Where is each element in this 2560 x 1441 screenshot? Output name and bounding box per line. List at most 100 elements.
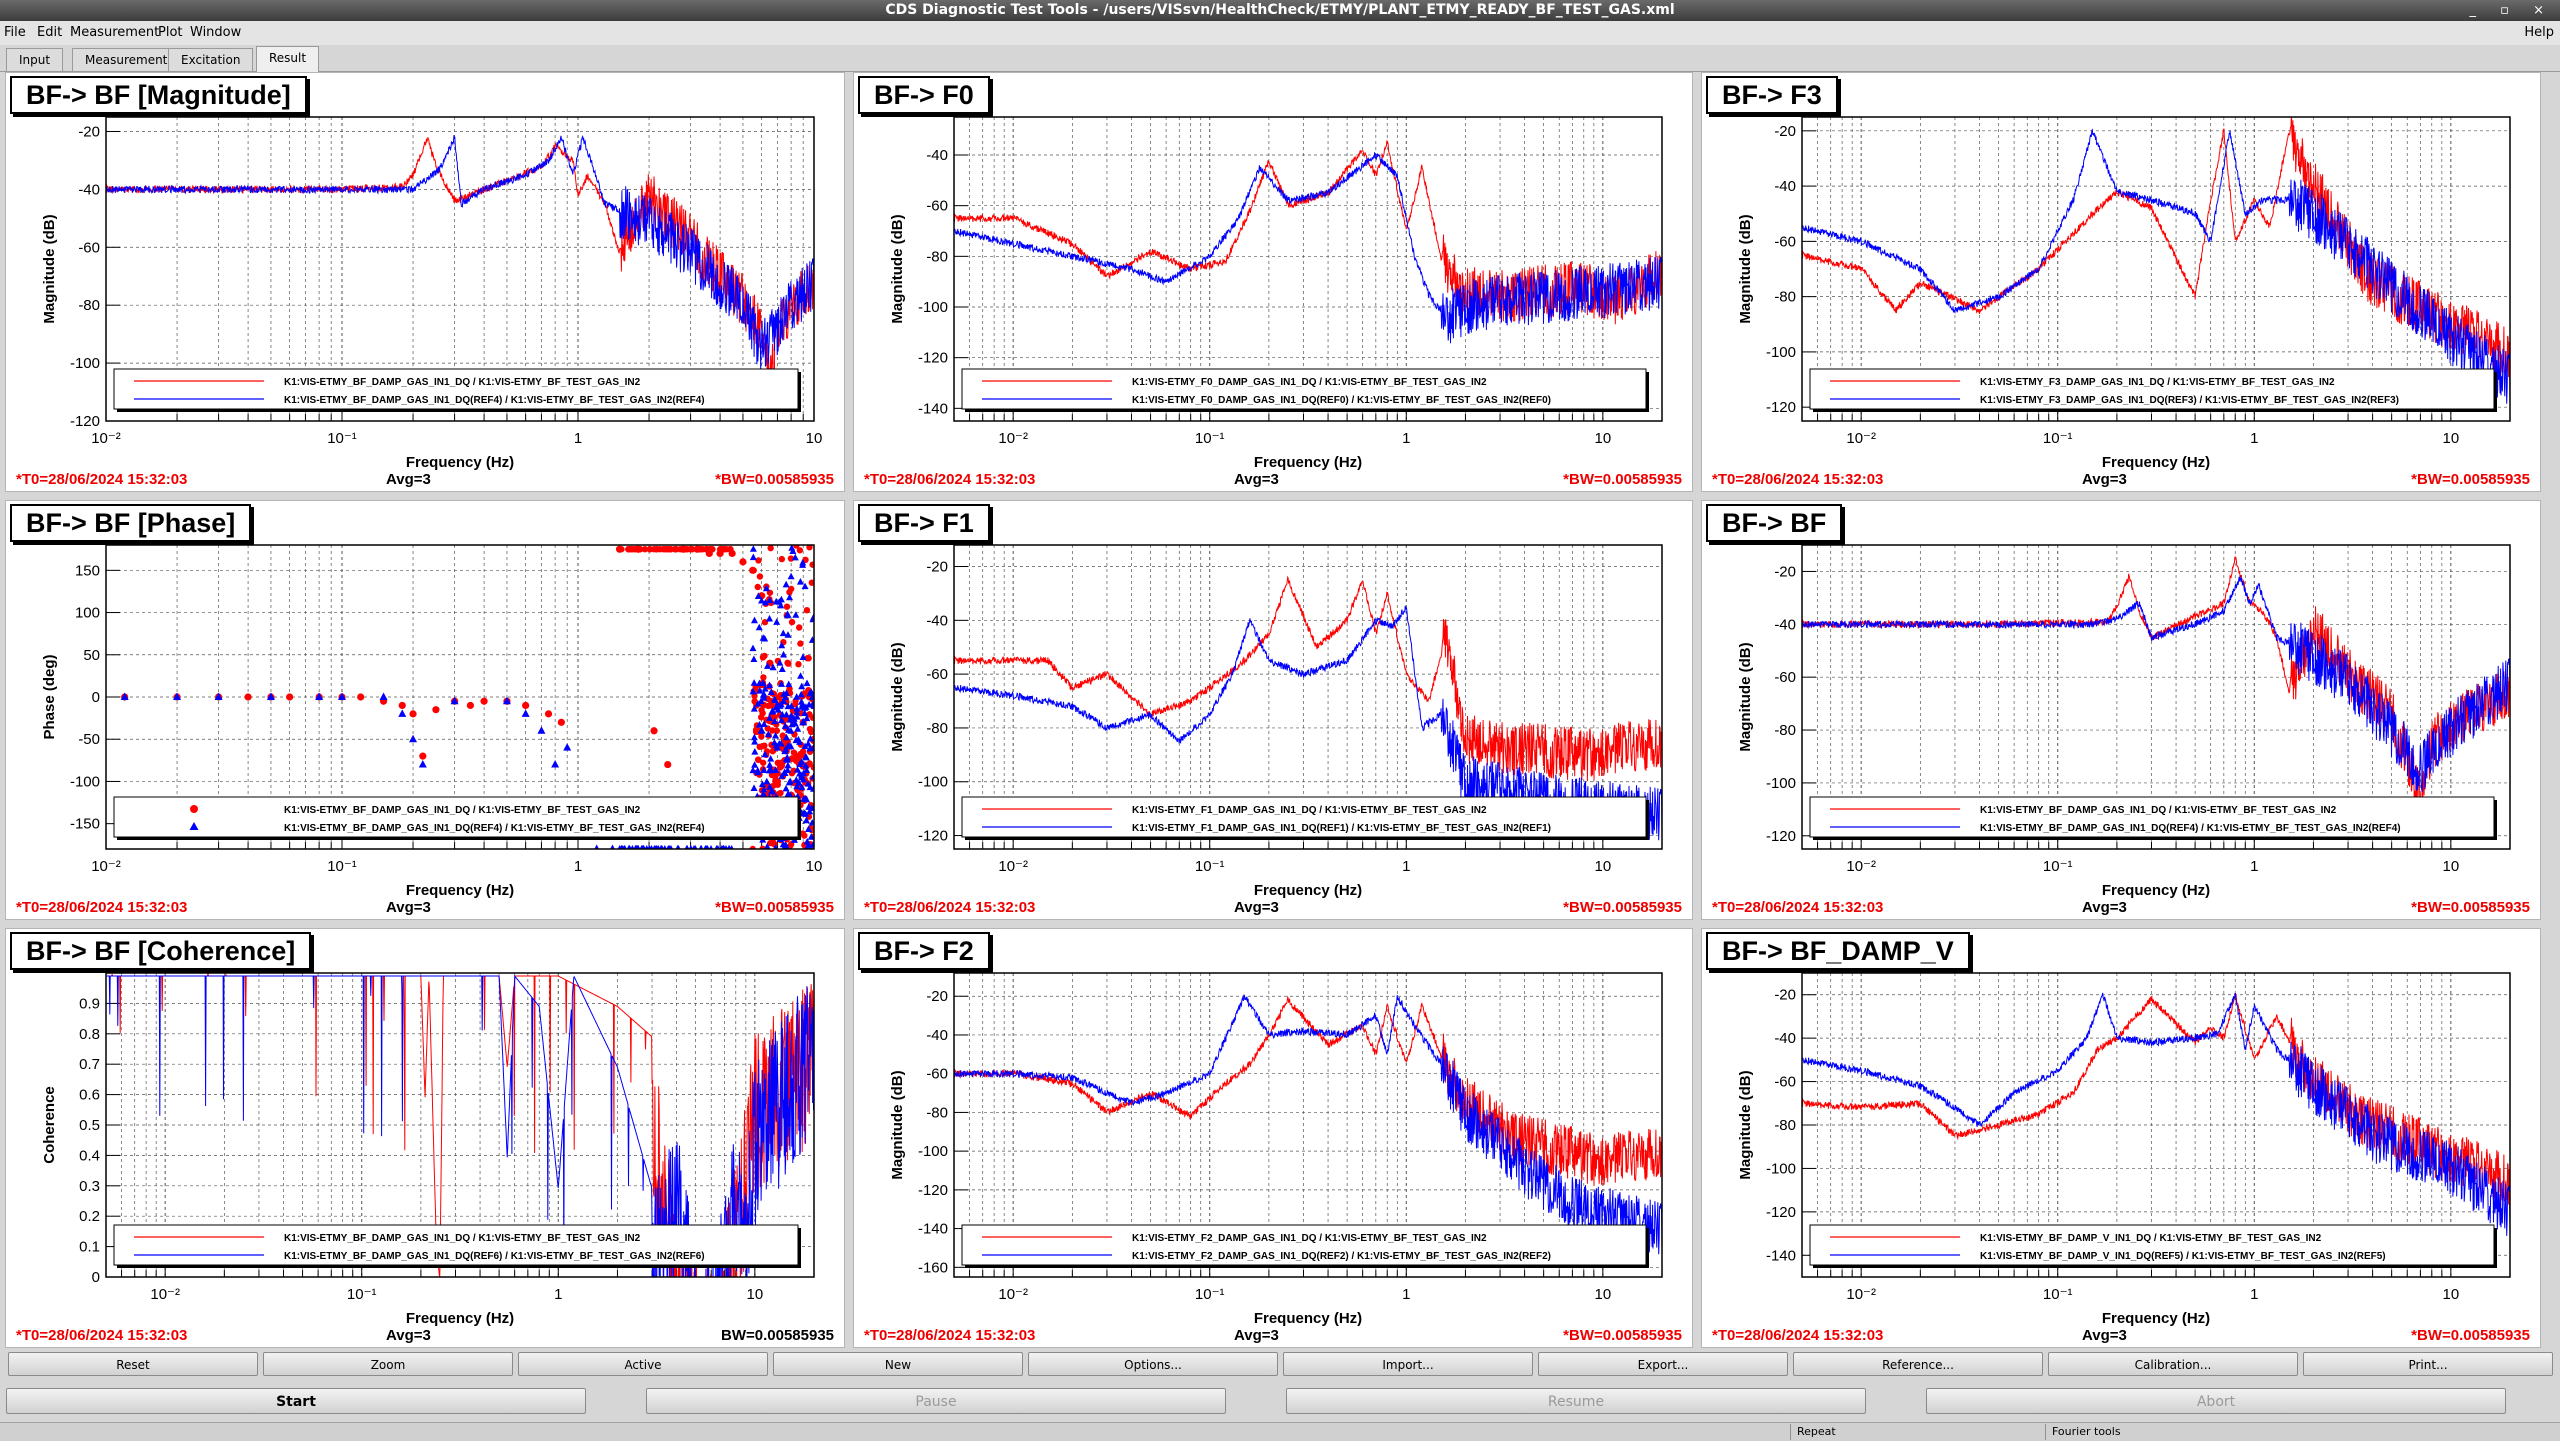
- chart-svg[interactable]: -20 -40 -60 -80 -100 -120 -140 -160 10⁻² 10⁻¹ 1 10 F…: [854, 929, 1694, 1349]
- plot-pane[interactable]: -20 -40 -60 -80 -100 -120 10⁻² 10⁻¹ 1 10 Frequency…: [1701, 72, 2541, 492]
- data-point: [357, 693, 365, 701]
- legend: [1809, 796, 2495, 838]
- abort-button[interactable]: Abort: [1926, 1388, 2506, 1414]
- y-tick-label: -60: [1774, 669, 1796, 686]
- menu-measurement[interactable]: Measurement: [70, 25, 160, 40]
- y-tick-label: 0.1: [79, 1239, 100, 1256]
- import-button[interactable]: Import...: [1283, 1352, 1533, 1376]
- y-axis-label: Magnitude (dB): [1737, 214, 1754, 323]
- data-point: [757, 726, 766, 734]
- y-tick-label: -20: [78, 123, 100, 140]
- tab-result[interactable]: Result: [256, 46, 320, 72]
- legend: [961, 1224, 1647, 1266]
- status-bar: Repeat Fourier tools: [0, 1422, 2560, 1441]
- data-point: [173, 692, 182, 700]
- data-point: [537, 726, 546, 734]
- window-controls[interactable]: _ ▫ ×: [2469, 3, 2554, 18]
- calibration-button[interactable]: Calibration...: [2048, 1352, 2298, 1376]
- legend-entry: K1:VIS-ETMY_F3_DAMP_GAS_IN1_DQ(REF3) / K…: [1980, 395, 2399, 406]
- plot-pane[interactable]: -20 -40 -60 -80 -100 -120 -140 -160 10⁻² 10⁻¹ 1 10 F…: [853, 928, 1693, 1348]
- y-tick-label: -20: [1774, 987, 1796, 1004]
- print-button[interactable]: Print...: [2303, 1352, 2553, 1376]
- plot-pane[interactable]: 150 100 50 0 -50 -100 -150 10⁻² 10⁻¹ 1 10 Frequency…: [5, 500, 845, 920]
- y-axis-label: Magnitude (dB): [1737, 642, 1754, 751]
- y-tick-label: -60: [926, 666, 948, 683]
- y-tick-label: -80: [1774, 1117, 1796, 1134]
- series-line: [954, 575, 1662, 782]
- bandwidth-value: BW=0.00585935: [721, 1327, 834, 1344]
- y-tick-label: -50: [78, 731, 100, 748]
- chart-svg[interactable]: 0.9 0.8 0.7 0.6 0.5 0.4 0.3 0.2 0.1 0 10⁻² 10⁻¹ 1 10 F…: [6, 929, 846, 1349]
- x-tick-label: 10: [1594, 430, 1611, 447]
- y-tick-label: -40: [1774, 616, 1796, 633]
- x-tick-label: 10⁻¹: [2043, 430, 2073, 447]
- t0-timestamp: *T0=28/06/2024 15:32:03: [16, 1327, 188, 1344]
- plot-pane[interactable]: -20 -40 -60 -80 -100 -120 -140 10⁻² 10⁻¹ 1 10 Frequ…: [1701, 928, 2541, 1348]
- y-tick-label: 0.7: [79, 1056, 100, 1073]
- menu-plot[interactable]: Plot: [158, 25, 183, 40]
- reference-button[interactable]: Reference...: [1793, 1352, 2043, 1376]
- x-tick-label: 1: [1402, 1286, 1410, 1303]
- y-tick-label: -160: [918, 1259, 948, 1276]
- tab-excitation[interactable]: Excitation: [168, 48, 254, 71]
- plot-title: BF-> F3: [1706, 76, 1838, 114]
- legend-entry: K1:VIS-ETMY_BF_DAMP_V_IN1_DQ / K1:VIS-ET…: [1980, 1233, 2322, 1244]
- x-tick-label: 10: [806, 430, 823, 447]
- resume-button[interactable]: Resume: [1286, 1388, 1866, 1414]
- chart-svg[interactable]: -20 -40 -60 -80 -100 -120 -140 10⁻² 10⁻¹ 1 10 Frequ…: [1702, 929, 2542, 1349]
- series-line: [106, 974, 814, 1277]
- y-tick-label: -40: [926, 1027, 948, 1044]
- y-tick-label: -120: [918, 828, 948, 845]
- y-tick-label: -120: [1766, 1204, 1796, 1221]
- legend-entry: K1:VIS-ETMY_F3_DAMP_GAS_IN1_DQ / K1:VIS-…: [1980, 377, 2335, 388]
- options-button[interactable]: Options...: [1028, 1352, 1278, 1376]
- t0-timestamp: *T0=28/06/2024 15:32:03: [16, 471, 188, 488]
- export-button[interactable]: Export...: [1538, 1352, 1788, 1376]
- reset-button[interactable]: Reset: [8, 1352, 258, 1376]
- legend: [961, 368, 1647, 410]
- plot-pane[interactable]: 0.9 0.8 0.7 0.6 0.5 0.4 0.3 0.2 0.1 0 10⁻² 10⁻¹ 1 10 F…: [5, 928, 845, 1348]
- menu-file[interactable]: File: [4, 25, 26, 40]
- new-button[interactable]: New: [773, 1352, 1023, 1376]
- legend-entry: K1:VIS-ETMY_BF_DAMP_GAS_IN1_DQ / K1:VIS-…: [1980, 805, 2337, 816]
- pause-button[interactable]: Pause: [646, 1388, 1226, 1414]
- menu-help[interactable]: Help: [2524, 25, 2554, 40]
- chart-svg[interactable]: 150 100 50 0 -50 -100 -150 10⁻² 10⁻¹ 1 10 Frequency…: [6, 501, 846, 921]
- legend-entry: K1:VIS-ETMY_BF_DAMP_GAS_IN1_DQ / K1:VIS-…: [284, 377, 641, 388]
- bandwidth-value: *BW=0.00585935: [2411, 1327, 2530, 1344]
- y-tick-label: -60: [926, 1066, 948, 1083]
- menu-window[interactable]: Window: [190, 25, 242, 40]
- y-tick-label: -40: [1774, 178, 1796, 195]
- legend-entry: K1:VIS-ETMY_F0_DAMP_GAS_IN1_DQ(REF0) / K…: [1132, 395, 1551, 406]
- x-tick-label: 10⁻¹: [2043, 1286, 2073, 1303]
- y-tick-label: 0.8: [79, 1026, 100, 1043]
- y-tick-label: 0.3: [79, 1178, 100, 1195]
- y-tick-label: -120: [1766, 828, 1796, 845]
- tab-input[interactable]: Input: [6, 48, 64, 71]
- plot-title: BF-> F0: [858, 76, 990, 114]
- plot-title: BF-> BF_DAMP_V: [1706, 932, 1970, 970]
- start-button[interactable]: Start: [6, 1388, 586, 1414]
- plot-pane[interactable]: -40 -60 -80 -100 -120 -140 10⁻² 10⁻¹ 1 10 Frequenc…: [853, 72, 1693, 492]
- plot-pane[interactable]: -20 -40 -60 -80 -100 -120 10⁻² 10⁻¹ 1 10 Frequency…: [5, 72, 845, 492]
- data-point: [398, 709, 407, 717]
- chart-svg[interactable]: -40 -60 -80 -100 -120 -140 10⁻² 10⁻¹ 1 10 Frequenc…: [854, 73, 1694, 493]
- x-tick-label: 10: [746, 1286, 763, 1303]
- y-tick-label: -60: [926, 198, 948, 215]
- y-axis-label: Magnitude (dB): [889, 642, 906, 751]
- tab-measurement[interactable]: Measurement: [72, 48, 181, 71]
- legend-entry: K1:VIS-ETMY_BF_DAMP_GAS_IN1_DQ(REF4) / K…: [1980, 823, 2401, 834]
- plot-pane[interactable]: -20 -40 -60 -80 -100 -120 10⁻² 10⁻¹ 1 10 Frequency…: [853, 500, 1693, 920]
- menu-edit[interactable]: Edit: [37, 25, 63, 40]
- active-button[interactable]: Active: [518, 1352, 768, 1376]
- bandwidth-value: *BW=0.00585935: [1563, 1327, 1682, 1344]
- plot-pane[interactable]: -20 -40 -60 -80 -100 -120 10⁻² 10⁻¹ 1 10 Frequency…: [1701, 500, 2541, 920]
- legend-entry: K1:VIS-ETMY_F2_DAMP_GAS_IN1_DQ(REF2) / K…: [1132, 1251, 1551, 1262]
- y-tick-label: -80: [1774, 722, 1796, 739]
- zoom-button[interactable]: Zoom: [263, 1352, 513, 1376]
- window-title-bar[interactable]: CDS Diagnostic Test Tools - /users/VISsv…: [0, 0, 2560, 21]
